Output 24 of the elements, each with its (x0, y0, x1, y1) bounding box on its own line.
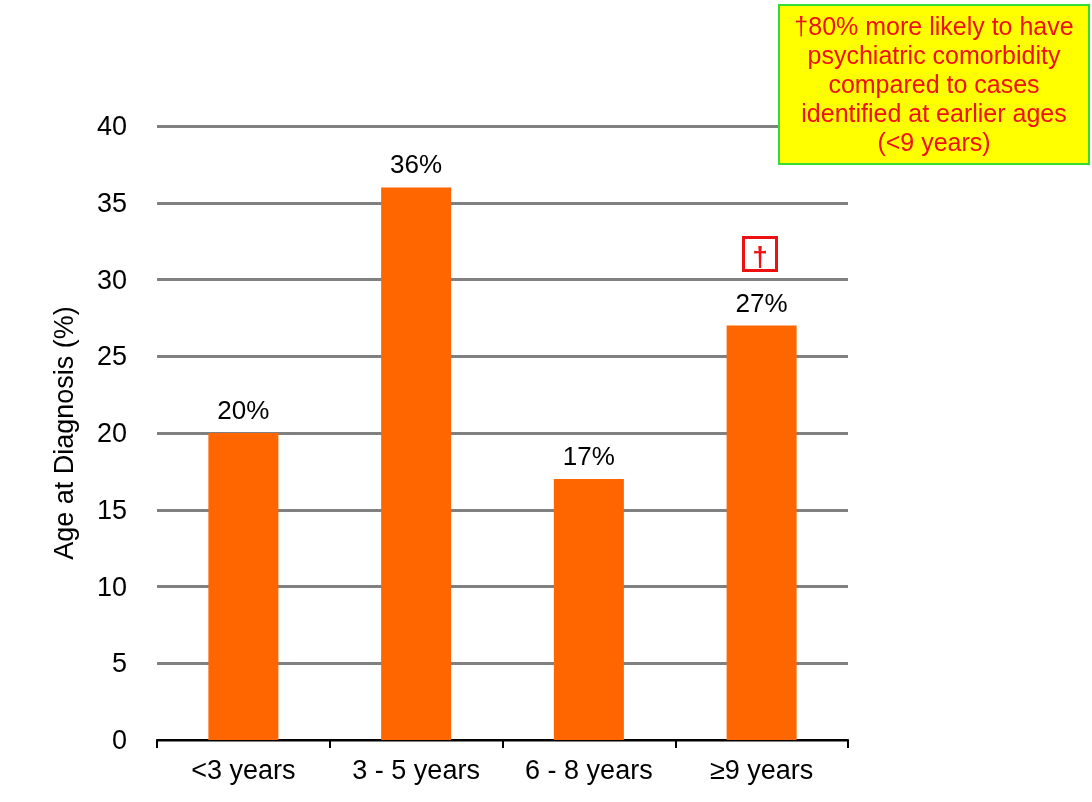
y-tick-label: 30 (96, 264, 127, 295)
y-tick-label: 25 (96, 341, 127, 372)
x-tick-label: 3 - 5 years (352, 754, 480, 785)
y-tick-label: 15 (96, 494, 127, 525)
x-tick-label: <3 years (191, 754, 296, 785)
y-tick-label: 0 (111, 725, 127, 755)
x-tick-label: 6 - 8 years (525, 754, 653, 785)
annotation: † (742, 236, 778, 272)
data-label: 20% (217, 395, 270, 425)
annotation: †80% more likely to have psychiatric comorbidity compared to cases identified at earlier ages (<9 years) (778, 4, 1090, 165)
bar (208, 433, 279, 740)
data-label: 17% (562, 441, 615, 472)
data-label: 27% (735, 287, 788, 318)
x-tick-label: ≥9 years (709, 754, 814, 785)
y-tick-label: 35 (96, 187, 127, 218)
y-tick-label: 10 (96, 571, 127, 602)
y-tick-label: 20 (96, 418, 127, 448)
data-label: 36% (390, 149, 443, 180)
y-tick-label: 40 (96, 111, 127, 141)
y-axis-title: Age at Diagnosis (%) (48, 306, 79, 560)
y-tick-label: 5 (111, 648, 127, 679)
bar (381, 187, 452, 740)
bar (726, 325, 797, 740)
bar (553, 479, 624, 740)
